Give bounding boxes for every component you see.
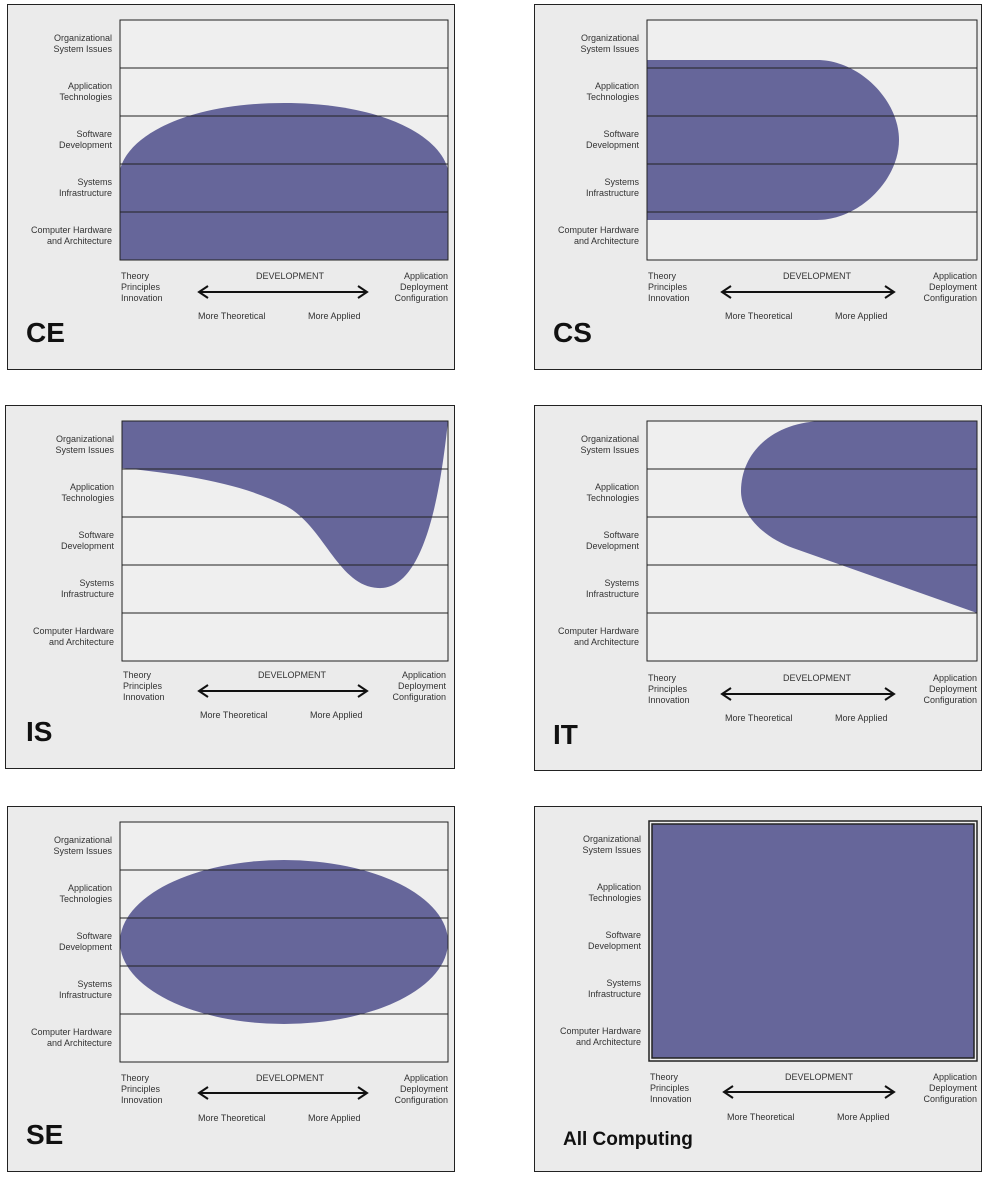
chart-cs bbox=[646, 19, 978, 299]
row-label: Application Technologies bbox=[586, 81, 639, 102]
x-label-left: Theory Principles Innovation bbox=[121, 271, 163, 303]
row-label: Computer Hardware and Architecture bbox=[557, 225, 639, 246]
x-sublabel-left: More Theoretical bbox=[727, 1112, 795, 1122]
coverage-shape bbox=[651, 823, 975, 1059]
double-arrow bbox=[197, 1086, 369, 1100]
chart-all bbox=[648, 820, 978, 1099]
x-sublabel-right: More Applied bbox=[310, 710, 363, 720]
panel-title: IS bbox=[26, 716, 53, 747]
x-sublabel-left: More Theoretical bbox=[725, 713, 793, 723]
x-label-center: DEVELOPMENT bbox=[255, 271, 324, 281]
row-label: Computer Hardware and Architecture bbox=[30, 1027, 112, 1048]
x-sublabel-left: More Theoretical bbox=[725, 311, 793, 321]
row-label: Application Technologies bbox=[586, 482, 639, 503]
row-label: Organizational System Issues bbox=[582, 834, 641, 855]
x-label-left: Theory Principles Innovation bbox=[650, 1072, 692, 1104]
row-label: Organizational System Issues bbox=[580, 33, 639, 54]
coverage-shape bbox=[120, 860, 448, 1024]
panel-it: Organizational System Issues Application Te… bbox=[534, 405, 982, 771]
x-label-right: Application Deployment Configuration bbox=[923, 673, 977, 705]
row-dividers bbox=[122, 468, 448, 614]
double-arrow bbox=[720, 687, 896, 701]
row-label: Organizational System Issues bbox=[53, 33, 112, 54]
x-sublabel-right: More Applied bbox=[837, 1112, 890, 1122]
panel-title: CE bbox=[26, 317, 65, 348]
x-sublabel-right: More Applied bbox=[308, 311, 361, 321]
x-label-right: Application Deployment Configuration bbox=[923, 271, 977, 303]
row-dividers bbox=[647, 67, 977, 213]
panel-se: Organizational System Issues Application Te… bbox=[7, 806, 455, 1172]
row-label: Software Development bbox=[58, 931, 112, 952]
x-label-left: Theory Principles Innovation bbox=[121, 1073, 163, 1105]
row-dividers bbox=[647, 468, 977, 614]
x-label-center: DEVELOPMENT bbox=[782, 271, 851, 281]
row-label: Organizational System Issues bbox=[580, 434, 639, 455]
x-label-center: DEVELOPMENT bbox=[255, 1073, 324, 1083]
row-label: Systems Infrastructure bbox=[587, 978, 641, 999]
x-label-left: Theory Principles Innovation bbox=[648, 271, 690, 303]
x-label-right: Application Deployment Configuration bbox=[392, 670, 446, 702]
coverage-shape bbox=[120, 103, 448, 260]
coverage-shape bbox=[122, 421, 448, 589]
row-label: Systems Infrastructure bbox=[58, 979, 112, 1000]
chart-is bbox=[121, 420, 449, 698]
x-sublabel-left: More Theoretical bbox=[200, 710, 268, 720]
x-label-left: Theory Principles Innovation bbox=[123, 670, 165, 702]
coverage-shape bbox=[647, 60, 899, 220]
row-label: Organizational System Issues bbox=[53, 835, 112, 856]
row-label: Software Development bbox=[58, 129, 112, 150]
row-label: Application Technologies bbox=[61, 482, 114, 503]
row-label: Systems Infrastructure bbox=[585, 177, 639, 198]
panel-title: SE bbox=[26, 1119, 64, 1150]
row-label: Software Development bbox=[587, 930, 641, 951]
row-label: Application Technologies bbox=[588, 882, 641, 903]
row-label: Computer Hardware and Architecture bbox=[32, 626, 114, 647]
row-label: Application Technologies bbox=[59, 883, 112, 904]
x-label-left: Theory Principles Innovation bbox=[648, 673, 690, 705]
double-arrow bbox=[720, 285, 896, 299]
x-sublabel-left: More Theoretical bbox=[198, 311, 266, 321]
double-arrow bbox=[197, 684, 369, 698]
x-sublabel-right: More Applied bbox=[835, 713, 888, 723]
row-label: Systems Infrastructure bbox=[585, 578, 639, 599]
x-label-center: DEVELOPMENT bbox=[257, 670, 326, 680]
panel-title: All Computing bbox=[563, 1129, 693, 1150]
x-label-center: DEVELOPMENT bbox=[782, 673, 851, 683]
row-label: Computer Hardware and Architecture bbox=[557, 626, 639, 647]
x-sublabel-right: More Applied bbox=[835, 311, 888, 321]
x-sublabel-left: More Theoretical bbox=[198, 1113, 266, 1123]
row-label: Application Technologies bbox=[59, 81, 112, 102]
panel-title: IT bbox=[553, 719, 578, 750]
row-dividers bbox=[120, 869, 448, 1015]
panel-ce: Organizational System Issues Application Te… bbox=[7, 4, 455, 370]
double-arrow bbox=[722, 1085, 896, 1099]
row-label: Computer Hardware and Architecture bbox=[30, 225, 112, 246]
chart-se bbox=[119, 821, 449, 1100]
row-label: Organizational System Issues bbox=[55, 434, 114, 455]
row-label: Systems Infrastructure bbox=[60, 578, 114, 599]
row-label: Software Development bbox=[60, 530, 114, 551]
row-label: Software Development bbox=[585, 530, 639, 551]
x-label-center: DEVELOPMENT bbox=[784, 1072, 853, 1082]
x-label-right: Application Deployment Configuration bbox=[394, 1073, 448, 1105]
x-label-right: Application Deployment Configuration bbox=[394, 271, 448, 303]
row-label: Computer Hardware and Architecture bbox=[559, 1026, 641, 1047]
row-label: Systems Infrastructure bbox=[58, 177, 112, 198]
panel-all: Organizational System Issues Application Te… bbox=[534, 806, 982, 1172]
panel-title: CS bbox=[553, 317, 592, 348]
x-label-right: Application Deployment Configuration bbox=[923, 1072, 977, 1104]
double-arrow bbox=[197, 285, 369, 299]
chart-ce bbox=[119, 19, 449, 299]
chart-it bbox=[646, 420, 978, 701]
panel-is: Organizational System Issues Application Te… bbox=[5, 405, 455, 769]
x-sublabel-right: More Applied bbox=[308, 1113, 361, 1123]
row-dividers bbox=[120, 67, 448, 213]
panel-cs: Organizational System Issues Application Te… bbox=[534, 4, 982, 370]
row-label: Software Development bbox=[585, 129, 639, 150]
